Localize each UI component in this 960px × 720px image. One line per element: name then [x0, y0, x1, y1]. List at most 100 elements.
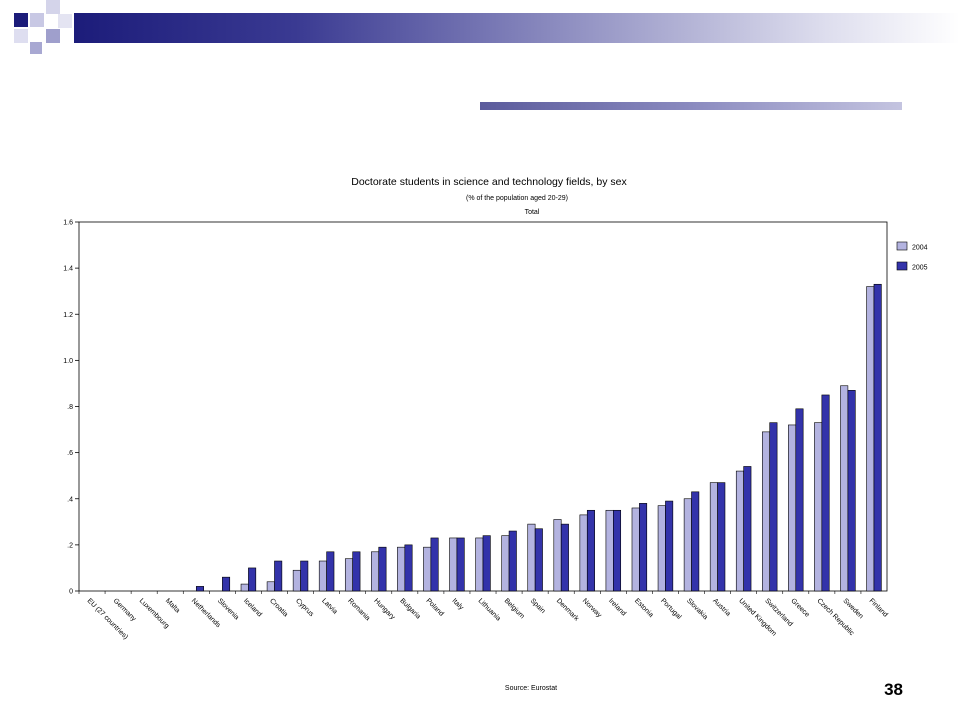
bar-2004-greece — [788, 424, 797, 592]
bar-2005-cyprus — [300, 560, 309, 592]
x-tick-label: Estonia — [633, 597, 655, 619]
y-tick-label: 0 — [69, 589, 73, 596]
bar-2005-united-kingdom — [743, 466, 752, 592]
bar-2004-croatia — [266, 581, 275, 592]
bar-2005-austria — [717, 482, 726, 592]
bar-2004-cyprus — [292, 569, 301, 592]
legend-swatch-2005 — [896, 261, 908, 271]
bar-2005-ireland — [613, 509, 622, 592]
bar-2004-spain — [527, 523, 536, 592]
chart-subtitle-total: Total — [525, 209, 540, 216]
bar-2004-estonia — [631, 507, 640, 592]
bar-2005-slovenia — [222, 576, 231, 592]
chart-title: Doctorate students in science and techno… — [351, 176, 627, 188]
bar-2004-romania — [344, 558, 353, 592]
y-tick-label: .6 — [67, 450, 73, 457]
bar-2005-denmark — [560, 523, 569, 592]
bar-2004-united-kingdom — [735, 470, 744, 592]
y-tick-label: .8 — [67, 404, 73, 411]
bar-2005-portugal — [665, 500, 674, 592]
bar-2005-romania — [352, 551, 361, 592]
x-tick-label: Malta — [164, 597, 181, 614]
chart-subtitle: (% of the population aged 20-29) — [466, 195, 568, 202]
bar-2005-sweden — [847, 390, 856, 592]
x-tick-label: Finland — [868, 597, 889, 618]
x-tick-label: Sweden — [841, 597, 864, 620]
y-tick-label: .4 — [67, 496, 73, 503]
x-tick-label: Germany — [112, 597, 138, 623]
bar-2004-hungary — [371, 551, 380, 592]
deco-square-mid — [46, 29, 60, 43]
bar-2005-estonia — [639, 503, 648, 592]
x-tick-label: Spain — [529, 597, 547, 615]
x-tick-label: Belgium — [503, 597, 526, 620]
bars — [195, 283, 882, 592]
bar-2005-bulgaria — [404, 544, 413, 592]
y-tick-label: 1.0 — [63, 358, 73, 365]
x-tick-label: Denmark — [555, 597, 580, 622]
y-tick-label: 1.4 — [63, 266, 73, 273]
bar-2005-lithuania — [482, 535, 491, 592]
bar-2005-croatia — [274, 560, 283, 592]
legend-swatch-2004 — [896, 241, 908, 251]
x-tick-label: Slovenia — [216, 597, 240, 621]
bar-2004-belgium — [501, 535, 510, 592]
bar-2004-iceland — [240, 583, 249, 592]
bar-2005-finland — [873, 283, 882, 592]
header-band — [74, 13, 960, 43]
bar-2004-portugal — [657, 505, 666, 592]
x-tick-label: Latvia — [320, 597, 338, 615]
bar-2004-lithuania — [475, 537, 484, 592]
x-tick-label: Iceland — [242, 597, 263, 618]
bar-2004-czech-republic — [814, 422, 823, 592]
legend-label-2004: 2004 — [912, 245, 928, 252]
bar-2005-italy — [456, 537, 465, 592]
chart-source: Source: Eurostat — [505, 685, 557, 692]
slide-number: 38 — [884, 680, 903, 699]
bar-2005-iceland — [248, 567, 257, 592]
bar-2005-greece — [795, 408, 804, 592]
x-tick-label: Italy — [451, 597, 465, 611]
x-tick-label: Austria — [711, 597, 731, 617]
bar-2004-denmark — [553, 519, 562, 592]
bar-2004-italy — [449, 537, 458, 592]
x-tick-label: Bulgaria — [398, 597, 421, 620]
bar-2005-belgium — [508, 530, 517, 592]
deco-square-light — [46, 0, 60, 14]
bar-2005-norway — [586, 509, 595, 592]
legend: 2004 2005 — [896, 241, 928, 272]
bar-2004-poland — [423, 546, 432, 592]
title-underline-band — [480, 102, 902, 110]
x-tick-label: Hungary — [372, 597, 396, 621]
bar-2004-slovakia — [683, 498, 692, 592]
bar-2004-austria — [709, 482, 718, 592]
bar-2005-czech-republic — [821, 394, 830, 592]
x-tick-label: Lithuania — [477, 597, 502, 622]
bar-2004-ireland — [605, 509, 614, 592]
deco-square-mid — [30, 42, 42, 54]
bar-2004-finland — [866, 286, 875, 592]
bar-2004-bulgaria — [397, 546, 406, 592]
x-tick-label: Ireland — [607, 597, 627, 617]
bar-2005-hungary — [378, 546, 387, 592]
y-tick-label: .2 — [67, 542, 73, 549]
bar-2004-sweden — [840, 385, 849, 592]
legend-label-2005: 2005 — [912, 265, 928, 272]
bar-2004-norway — [579, 514, 588, 592]
x-tick-label: Poland — [424, 597, 444, 617]
bar-2005-poland — [430, 537, 439, 592]
bar-2005-spain — [534, 528, 543, 592]
x-tick-label: Norway — [581, 597, 603, 619]
bar-2005-latvia — [326, 551, 335, 592]
y-tick-label: 1.2 — [63, 312, 73, 319]
x-tick-label: Greece — [789, 597, 810, 618]
x-tick-label: Romania — [346, 597, 371, 622]
deco-square-dark — [14, 13, 28, 27]
deco-square-light — [30, 13, 44, 27]
bar-2005-netherlands — [195, 586, 204, 592]
bar-2004-switzerland — [762, 431, 771, 592]
bar-2005-slovakia — [691, 491, 700, 592]
deco-square-light — [14, 29, 28, 43]
bar-2005-switzerland — [769, 422, 778, 592]
